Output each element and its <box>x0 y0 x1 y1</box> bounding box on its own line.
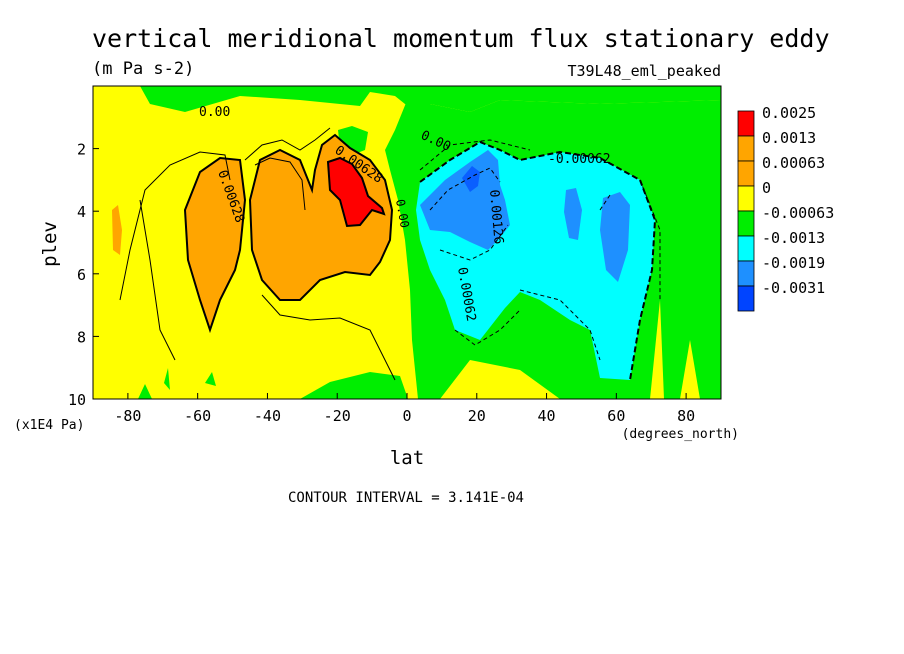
region-blue-light-mid <box>564 188 582 240</box>
contour-label: 0.00 <box>199 105 230 120</box>
contour-label: 0.00 <box>393 198 412 229</box>
contour-label: 0.00126 <box>486 189 506 245</box>
legend-label: -0.0019 <box>762 254 825 272</box>
legend-swatch <box>737 110 755 137</box>
region-blue-light-right <box>600 192 630 282</box>
x-tick-label: -80 <box>114 407 141 425</box>
x-tick-label: 80 <box>677 407 695 425</box>
legend-label: -0.00063 <box>762 204 834 222</box>
run-label: T39L48_eml_peaked <box>567 62 721 80</box>
contour-label: -0.00062 <box>548 152 611 167</box>
x-axis-label: lat <box>390 447 424 469</box>
contour-lines-bold <box>183 133 657 381</box>
legend-label: 0.0013 <box>762 129 816 147</box>
region-red <box>328 158 384 226</box>
legend-label: 0 <box>762 179 771 197</box>
y-tick-label: 8 <box>77 328 86 346</box>
chart-title: vertical meridional momentum flux statio… <box>92 24 830 53</box>
chart-units: (m Pa s-2) <box>92 59 194 79</box>
region-blue-light <box>420 150 510 250</box>
legend-label: -0.0013 <box>762 229 825 247</box>
region-blue-dark <box>462 166 480 192</box>
region-green-left-spot <box>164 368 170 390</box>
y-tick-label: 10 <box>68 391 86 409</box>
legend-swatch <box>737 285 755 312</box>
region-green-top <box>140 86 721 112</box>
x-tick-label: 20 <box>468 407 486 425</box>
legend: 0.0025 0.0013 0.00063 0 -0.00063 -0.0013 -0.00… <box>737 104 834 312</box>
legend-label: -0.0031 <box>762 279 825 297</box>
y-axis-ticks: 2 4 6 8 10 <box>68 141 99 409</box>
x-tick-label: 0 <box>402 407 411 425</box>
contour-lines <box>119 127 661 381</box>
legend-swatch <box>737 210 755 237</box>
legend-swatch <box>737 235 755 262</box>
y-tick-label: 4 <box>77 203 86 221</box>
x-tick-label: 40 <box>538 407 556 425</box>
legend-swatch <box>737 185 755 212</box>
legend-label: 0.00063 <box>762 154 825 172</box>
x-tick-label: -60 <box>184 407 211 425</box>
y-axis-units: (x1E4 Pa) <box>14 418 84 433</box>
contour-interval-note: CONTOUR INTERVAL = 3.141E-04 <box>288 490 524 506</box>
x-tick-label: -40 <box>254 407 281 425</box>
plot-area: 0.00 0.00 -0.00062 0.00628 0.00628 0.00 … <box>93 86 721 399</box>
legend-swatch <box>737 160 755 187</box>
region-green-bottom-left <box>138 384 152 399</box>
y-tick-label: 2 <box>77 141 86 159</box>
x-tick-label: 60 <box>607 407 625 425</box>
region-green-spot-200 <box>205 372 216 386</box>
legend-swatch <box>737 260 755 287</box>
x-axis-units: (degrees_north) <box>622 427 739 442</box>
region-orange-far-left <box>112 205 122 255</box>
y-tick-label: 6 <box>77 266 86 284</box>
legend-swatch <box>737 135 755 162</box>
legend-label: 0.0025 <box>762 104 816 122</box>
x-axis-ticks: -80 -60 -40 -20 0 20 40 60 80 <box>114 393 695 425</box>
x-tick-label: -20 <box>324 407 351 425</box>
region-orange-left <box>185 158 245 330</box>
y-axis-label: plev <box>39 221 61 267</box>
region-green-bottom <box>300 372 408 399</box>
